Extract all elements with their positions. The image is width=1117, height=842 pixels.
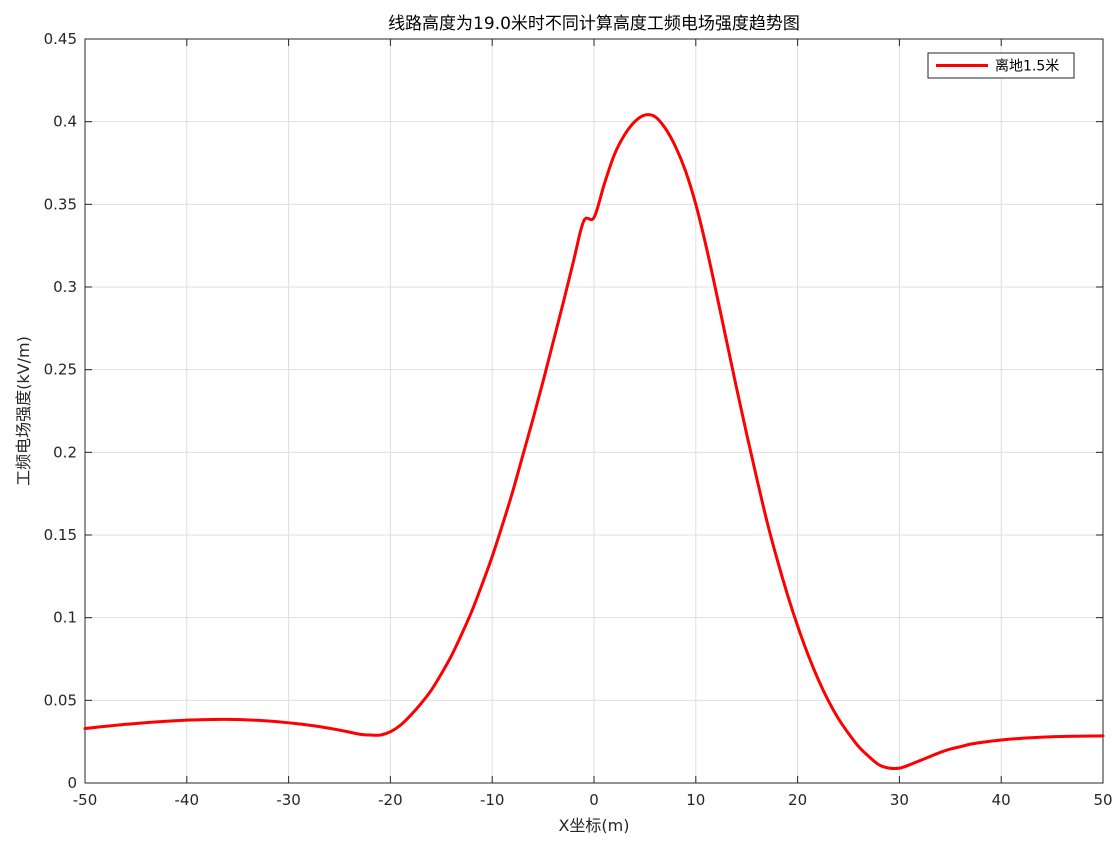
ticks: -50 -40 -30 -20 -10 0 10 20 30 40 50 0 0.05 0.1 0.15 0.… [44, 30, 1113, 809]
x-tick-label: 10 [686, 791, 705, 809]
x-tick-label: 50 [1093, 791, 1112, 809]
y-tick-label: 0.25 [44, 361, 77, 379]
x-tick-label: -40 [175, 791, 200, 809]
y-tick-label: 0.3 [53, 278, 77, 296]
legend-label: 离地1.5米 [995, 58, 1059, 75]
x-tick-label: 0 [589, 791, 599, 809]
y-tick-label: 0.05 [44, 691, 77, 709]
series-line [83, 113, 1105, 771]
chart-title: 线路高度为19.0米时不同计算高度工频电场强度趋势图 [388, 14, 800, 34]
x-axis-label: X坐标(m) [558, 816, 629, 835]
x-tick-label: 30 [890, 791, 909, 809]
y-tick-label: 0.45 [44, 30, 77, 48]
y-axis-label: 工频电场强度(kV/m) [14, 336, 33, 486]
y-tick-label: 0.2 [53, 443, 77, 461]
x-tick-label: 40 [992, 791, 1011, 809]
x-tick-label: -10 [480, 791, 505, 809]
y-tick-label: 0 [67, 774, 77, 792]
x-tick-label: -30 [276, 791, 301, 809]
x-tick-label: 20 [788, 791, 807, 809]
y-tick-label: 0.4 [53, 113, 77, 131]
x-tick-label: -50 [73, 791, 98, 809]
y-tick-label: 0.1 [53, 609, 77, 627]
y-tick-label: 0.35 [44, 195, 77, 213]
x-tick-label: -20 [378, 791, 403, 809]
y-tick-label: 0.15 [44, 526, 77, 544]
legend[interactable]: 离地1.5米 [927, 52, 1075, 79]
